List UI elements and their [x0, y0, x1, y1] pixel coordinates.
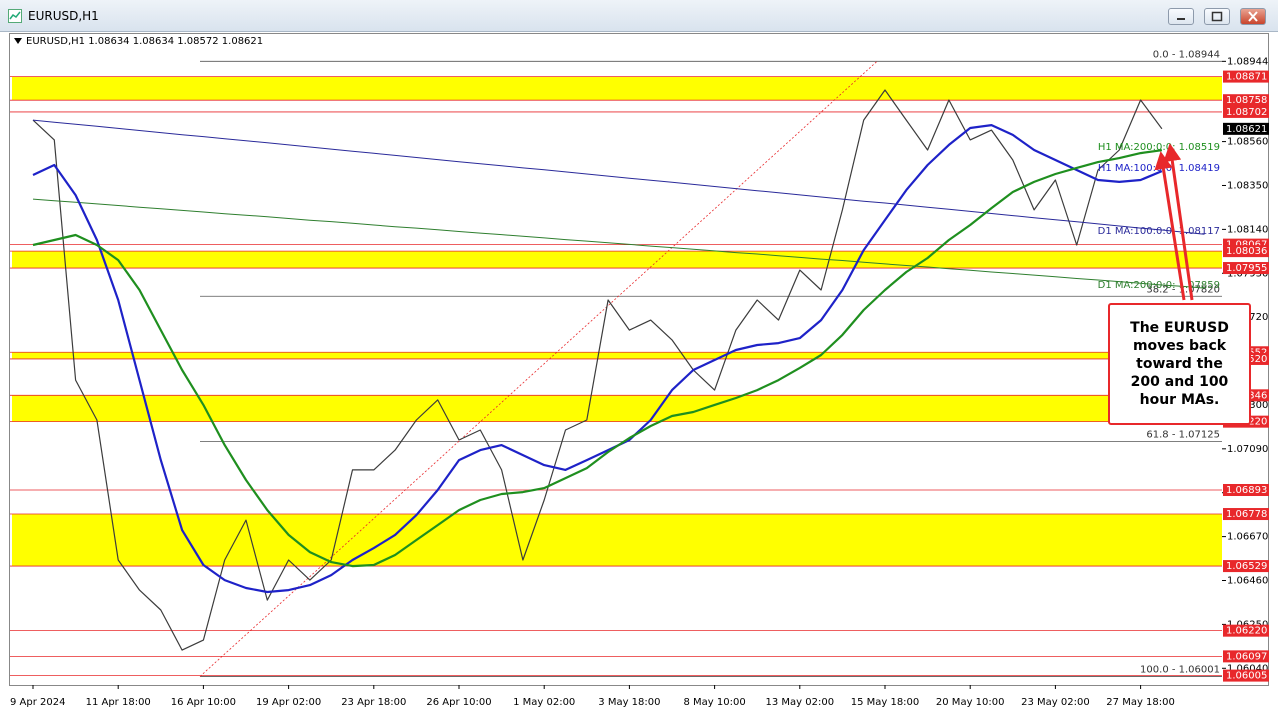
- x-tick-label: 3 May 18:00: [598, 697, 660, 708]
- level-label: 1.06005: [1226, 671, 1267, 682]
- level-label: 1.08871: [1226, 72, 1267, 83]
- level-label: 1.06097: [1226, 651, 1267, 662]
- x-tick-label: 9 Apr 2024: [10, 697, 65, 708]
- level-label: 1.07955: [1226, 263, 1267, 274]
- ma-label: H1 MA:200:0:0: 1.08519: [1098, 142, 1220, 153]
- symbol-menu-arrow[interactable]: [14, 38, 22, 44]
- arrow: [1163, 143, 1194, 301]
- last-price-label: 1.08621: [1226, 124, 1267, 135]
- level-label: 1.06529: [1226, 561, 1267, 572]
- level-label-box: [1223, 105, 1269, 118]
- x-tick-label: 8 May 10:00: [683, 697, 745, 708]
- fib-label: 0.0 - 1.08944: [1153, 49, 1220, 60]
- series-line: [32, 119, 1205, 235]
- x-tick-label: 27 May 18:00: [1106, 697, 1175, 708]
- x-tick-label: 1 May 02:00: [513, 697, 575, 708]
- title-bar: EURUSD,H1: [0, 0, 1278, 32]
- y-tick-label: 1.08140: [1227, 224, 1268, 235]
- window-title: EURUSD,H1: [28, 9, 99, 23]
- maximize-button[interactable]: [1204, 8, 1230, 25]
- level-label-box: [1223, 262, 1269, 275]
- ma-label: D1 MA:100:0:0: 1.08117: [1098, 226, 1220, 237]
- ma-label: D1 MA:200:0:0: 1.07859: [1098, 280, 1220, 291]
- close-button[interactable]: [1240, 8, 1266, 25]
- zone: [12, 514, 1222, 567]
- x-tick-label: 23 May 02:00: [1021, 697, 1090, 708]
- x-tick-label: 19 Apr 02:00: [256, 697, 321, 708]
- minimize-button[interactable]: [1168, 8, 1194, 25]
- level-label: 1.06778: [1226, 509, 1267, 520]
- annotation: The EURUSD moves back toward the 200 and…: [1108, 303, 1251, 425]
- y-tick-label: 1.06670: [1227, 532, 1268, 543]
- level-label-box: [1223, 484, 1269, 496]
- fib-label: 100.0 - 1.06001: [1140, 664, 1220, 675]
- level-label: 1.08702: [1226, 107, 1267, 118]
- x-tick-label: 15 May 18:00: [851, 697, 920, 708]
- fib-trendline: [199, 61, 878, 677]
- y-tick-label: 1.07090: [1227, 444, 1268, 455]
- series-line: [32, 124, 1163, 594]
- arrow: [1154, 151, 1186, 301]
- level-label: 1.08758: [1226, 95, 1267, 106]
- x-tick-label: 20 May 10:00: [936, 697, 1005, 708]
- y-tick-label: 1.08944: [1227, 56, 1268, 67]
- fib-label: 61.8 - 1.07125: [1146, 430, 1220, 441]
- level-label-box: [1223, 650, 1269, 663]
- level-label: 1.08036: [1226, 246, 1267, 257]
- chart-header: EURUSD,H1 1.08634 1.08634 1.08572 1.0862…: [26, 36, 263, 47]
- x-tick-label: 23 Apr 18:00: [341, 697, 406, 708]
- y-tick-label: 1.08560: [1227, 137, 1268, 148]
- level-label-box: [1223, 560, 1269, 573]
- series-line: [32, 149, 1163, 568]
- y-tick-label: 1.06460: [1227, 575, 1268, 586]
- level-label-box: [1223, 624, 1269, 637]
- level-label-box: [1223, 508, 1269, 521]
- zone: [12, 395, 1222, 422]
- last-price-box: [1223, 122, 1269, 135]
- x-tick-label: 26 Apr 10:00: [426, 697, 491, 708]
- ma-label: H1 MA:100:0:0: 1.08419: [1098, 163, 1220, 174]
- series-line: [32, 198, 1205, 289]
- level-label-box: [1223, 669, 1269, 682]
- series-line: [32, 89, 1163, 651]
- x-tick-label: 16 Apr 10:00: [171, 697, 236, 708]
- level-label: 1.06893: [1226, 485, 1267, 496]
- y-tick-label: 1.08350: [1227, 180, 1268, 191]
- zone: [12, 76, 1222, 101]
- y-tick-label: 1.06040: [1227, 663, 1268, 674]
- level-label-box: [1223, 245, 1269, 258]
- x-tick-label: 13 May 02:00: [766, 697, 835, 708]
- plot-frame: [9, 33, 1269, 686]
- level-label-box: [1223, 94, 1269, 107]
- x-tick-label: 11 Apr 18:00: [86, 697, 151, 708]
- zone: [12, 251, 1222, 269]
- level-label-box: [1223, 70, 1269, 83]
- zone: [12, 352, 1222, 359]
- level-label: 1.06220: [1226, 626, 1267, 637]
- window-icon: [8, 9, 22, 23]
